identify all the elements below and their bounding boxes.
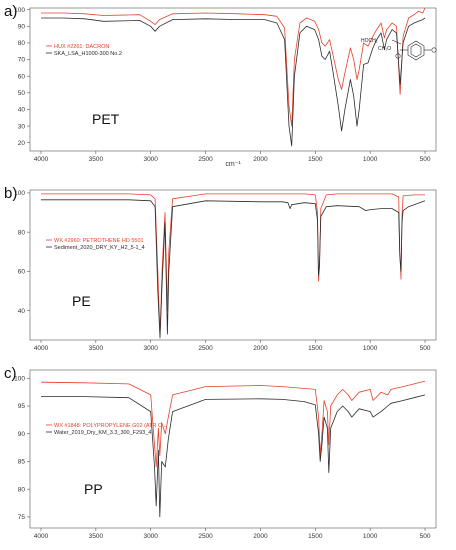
series-line-sample [41,199,426,339]
x-tick-label: 3500 [89,156,104,163]
y-tick-label: 100 [14,190,25,197]
panel-c-plot-frame [29,369,437,529]
x-tick-label: 3000 [143,345,158,352]
panel-a-series [41,7,426,147]
series-line-reference [40,380,426,468]
y-tick-label: 90 [18,23,26,30]
panel-a-x-axis: 4000 3500 3000 2500 2000 1500 1000 500 [34,151,431,163]
panel-c-polymer-label: PP [84,481,103,497]
panel-b-polymer-label: PE [72,293,91,309]
panel-c-x-axis: 4000 3500 3000 2500 2000 1500 1000 500 [34,528,431,540]
y-tick-label: 20 [18,140,26,147]
panel-a: a) 20 30 40 50 60 70 80 90 100 4000 3500 3000 2500 2… [4,3,437,168]
x-tick-label: 2500 [198,156,213,163]
x-tick-label: 500 [420,345,431,352]
series-line-reference [41,193,425,335]
y-tick-label: 100 [14,7,25,14]
panel-a-polymer-label: PET [92,111,120,127]
x-tick-label: 3500 [89,345,104,352]
panel-b-legend: WX #2960: PETROTHENE HD 5501 Sediment_20… [46,238,145,251]
x-tick-label: 4000 [34,345,49,352]
panel-a-plot-frame [29,7,437,152]
x-tick-label: 1000 [363,345,378,352]
series-line-sample [41,17,426,147]
y-tick-label: 50 [18,90,26,97]
y-tick-label: 60 [18,73,26,80]
x-tick-label: 1500 [308,156,323,163]
panel-b-y-axis: 40 60 80 100 [14,190,30,315]
panel-b-series [41,193,426,339]
x-tick-label: 500 [420,533,431,540]
panel-c-label: c) [4,365,17,382]
x-tick-label: 3000 [143,533,158,540]
y-tick-label: 60 [18,269,26,276]
panel-b-plot-frame [29,189,437,341]
legend-sample-label: Water_2019_Dry_KM_3.3_300_F293_4 [54,430,151,436]
y-tick-label: 40 [18,107,26,114]
y-tick-label: 80 [18,40,26,47]
legend-sample-label: SKA_LSA_H1000-300 No.2 [54,51,122,57]
panel-a-legend: HUX #2261: DACRON SKA_LSA_H1000-300 No.2 [46,44,122,57]
structure-label-ch2o: CH₂O [378,46,391,52]
panel-c-series [40,380,426,518]
y-tick-label: 30 [18,123,26,130]
y-tick-label: 40 [18,308,26,315]
legend-reference-label: HUX #2261: DACRON [54,44,109,50]
legend-reference-label: WX #1848: POLYPROPYLENE G02 (ATR C... [54,423,167,429]
panel-b-x-axis: 4000 3500 3000 2500 2000 1500 1000 500 [34,340,431,352]
panel-c-y-axis: 75 80 85 90 95 100 [14,376,30,521]
panel-c-legend: WX #1848: POLYPROPYLENE G02 (ATR C... Wa… [46,423,167,436]
x-tick-label: 500 [420,156,431,163]
panel-a-label: a) [4,3,17,20]
y-tick-label: 100 [14,376,25,383]
y-tick-label: 80 [18,229,26,236]
x-tick-label: 2500 [198,533,213,540]
panel-a-x-unit: cm⁻¹ [225,161,241,168]
x-tick-label: 1000 [363,156,378,163]
x-tick-label: 3000 [143,156,158,163]
x-tick-label: 1500 [308,533,323,540]
y-tick-label: 95 [18,403,26,410]
panel-b: b) 40 60 80 100 4000 3500 3000 2500 2000 1500 100… [4,185,437,352]
y-tick-label: 90 [18,431,26,438]
panel-c: c) 75 80 85 90 95 100 4000 3500 3000 2500 2000 150… [4,365,437,540]
pet-structure-drawing [391,39,437,61]
x-tick-label: 1000 [363,533,378,540]
x-tick-label: 2000 [253,345,268,352]
legend-sample-label: Sediment_2020_DRY_KY_H2_5-1_4 [54,245,145,251]
series-line-sample [41,394,426,518]
x-tick-label: 4000 [34,156,49,163]
series-line-reference [41,7,426,127]
x-tick-label: 2500 [198,345,213,352]
x-tick-label: 2000 [253,533,268,540]
x-tick-label: 3500 [89,533,104,540]
y-tick-label: 80 [18,486,26,493]
y-tick-label: 85 [18,459,26,466]
x-tick-label: 4000 [34,533,49,540]
y-tick-label: 70 [18,57,26,64]
x-tick-label: 1500 [308,345,323,352]
x-tick-label: 2000 [253,156,268,163]
panel-b-label: b) [4,185,17,202]
legend-reference-label: WX #2960: PETROTHENE HD 5501 [54,238,144,244]
structure-label-hoch2: HOCH₂ [361,38,378,44]
y-tick-label: 75 [18,514,26,521]
panel-a-y-axis: 20 30 40 50 60 70 80 90 100 [14,7,30,147]
